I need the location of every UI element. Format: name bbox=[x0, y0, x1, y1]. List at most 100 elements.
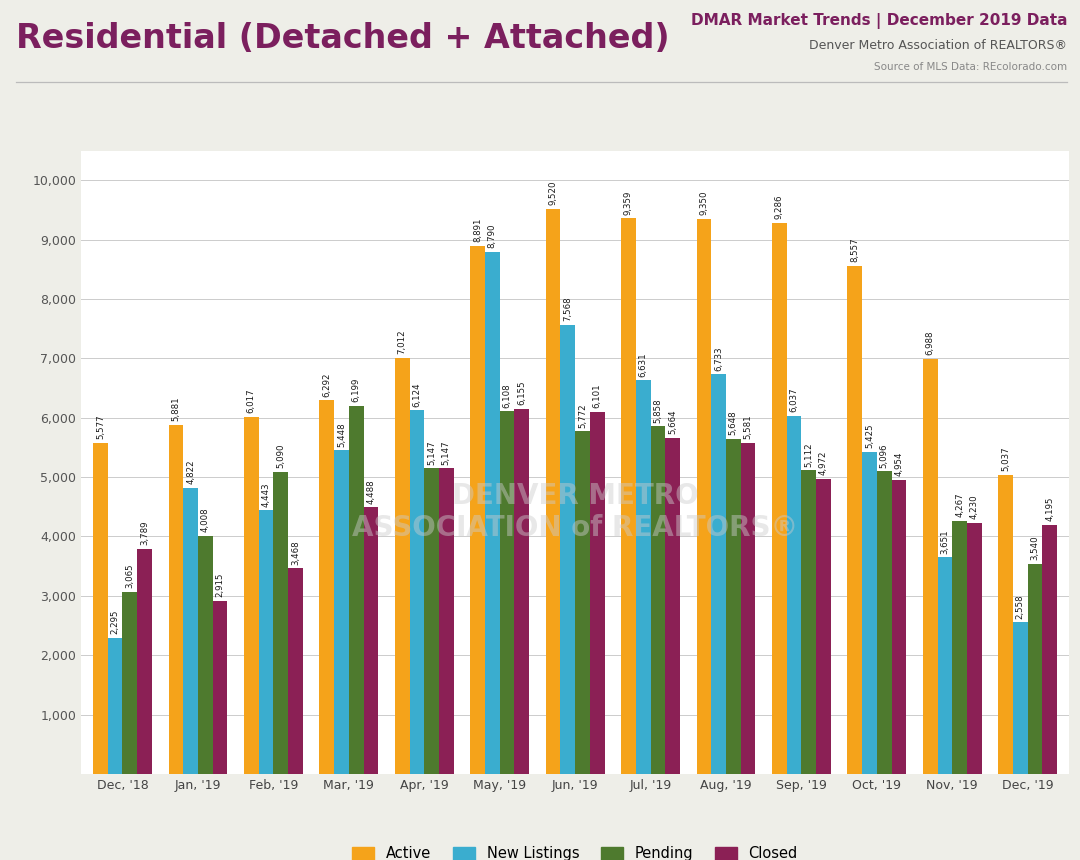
Bar bbox=[877, 471, 892, 774]
Text: 4,008: 4,008 bbox=[201, 507, 210, 532]
Text: 8,891: 8,891 bbox=[473, 218, 482, 243]
Text: 5,881: 5,881 bbox=[172, 396, 180, 421]
Bar bbox=[937, 557, 953, 774]
Bar bbox=[122, 592, 137, 774]
Bar bbox=[137, 549, 152, 774]
Bar bbox=[424, 469, 438, 774]
Bar bbox=[514, 408, 529, 774]
Text: 5,425: 5,425 bbox=[865, 424, 874, 448]
Bar bbox=[93, 443, 108, 774]
Text: 4,488: 4,488 bbox=[366, 479, 376, 504]
Text: 6,108: 6,108 bbox=[502, 383, 512, 408]
Text: 6,155: 6,155 bbox=[517, 380, 526, 405]
Text: 3,065: 3,065 bbox=[125, 564, 134, 588]
Bar bbox=[273, 472, 288, 774]
Text: 9,350: 9,350 bbox=[700, 191, 708, 215]
Text: 5,772: 5,772 bbox=[578, 403, 586, 427]
Bar bbox=[320, 401, 334, 774]
Text: 9,359: 9,359 bbox=[624, 190, 633, 215]
Bar bbox=[1042, 525, 1057, 774]
Text: 5,858: 5,858 bbox=[653, 398, 662, 422]
Text: Residential (Detached + Attached): Residential (Detached + Attached) bbox=[16, 22, 670, 54]
Bar bbox=[575, 431, 590, 774]
Text: 5,090: 5,090 bbox=[276, 444, 285, 468]
Text: 4,443: 4,443 bbox=[261, 482, 270, 507]
Bar bbox=[848, 266, 862, 774]
Text: 5,648: 5,648 bbox=[729, 410, 738, 435]
Bar bbox=[500, 411, 514, 774]
Bar bbox=[998, 475, 1013, 774]
Text: 6,199: 6,199 bbox=[352, 378, 361, 402]
Bar bbox=[244, 417, 258, 774]
Bar bbox=[213, 601, 228, 774]
Bar bbox=[967, 523, 982, 774]
Bar bbox=[772, 223, 786, 774]
Bar bbox=[545, 209, 561, 774]
Bar bbox=[816, 479, 831, 774]
Bar bbox=[636, 380, 650, 774]
Bar bbox=[168, 425, 184, 774]
Text: 7,012: 7,012 bbox=[397, 329, 407, 354]
Bar bbox=[590, 412, 605, 774]
Text: 5,448: 5,448 bbox=[337, 422, 346, 447]
Bar bbox=[108, 638, 122, 774]
Text: 6,631: 6,631 bbox=[638, 352, 648, 377]
Bar bbox=[786, 415, 801, 774]
Bar bbox=[862, 452, 877, 774]
Bar bbox=[198, 536, 213, 774]
Bar bbox=[395, 358, 409, 774]
Bar bbox=[1013, 622, 1028, 774]
Text: 7,568: 7,568 bbox=[564, 297, 572, 321]
Text: 5,037: 5,037 bbox=[1001, 446, 1010, 471]
Legend: Active, New Listings, Pending, Closed: Active, New Listings, Pending, Closed bbox=[347, 840, 804, 860]
Text: 5,112: 5,112 bbox=[805, 442, 813, 467]
Bar bbox=[485, 252, 500, 774]
Text: 4,954: 4,954 bbox=[894, 452, 903, 476]
Bar bbox=[561, 324, 576, 774]
Bar bbox=[349, 406, 364, 774]
Text: 4,230: 4,230 bbox=[970, 494, 978, 519]
Text: 6,037: 6,037 bbox=[789, 387, 798, 412]
Text: 3,540: 3,540 bbox=[1030, 536, 1040, 560]
Bar bbox=[334, 451, 349, 774]
Bar bbox=[650, 427, 665, 774]
Bar bbox=[892, 480, 906, 774]
Text: 6,017: 6,017 bbox=[247, 389, 256, 413]
Bar bbox=[801, 470, 816, 774]
Text: 4,972: 4,972 bbox=[819, 451, 828, 476]
Text: DENVER METRO
ASSOCIATION of REALTORS®: DENVER METRO ASSOCIATION of REALTORS® bbox=[352, 482, 798, 543]
Bar bbox=[258, 510, 273, 774]
Text: 6,988: 6,988 bbox=[926, 331, 934, 355]
Text: Denver Metro Association of REALTORS®: Denver Metro Association of REALTORS® bbox=[809, 39, 1067, 52]
Bar bbox=[712, 374, 726, 774]
Text: 3,651: 3,651 bbox=[941, 529, 949, 554]
Text: 5,096: 5,096 bbox=[880, 444, 889, 468]
Text: 3,789: 3,789 bbox=[140, 521, 149, 545]
Bar bbox=[621, 218, 636, 774]
Text: 3,468: 3,468 bbox=[291, 540, 300, 564]
Bar bbox=[665, 438, 680, 774]
Bar bbox=[288, 568, 302, 774]
Bar bbox=[741, 443, 755, 774]
Text: 6,733: 6,733 bbox=[714, 346, 724, 371]
Bar bbox=[1028, 564, 1042, 774]
Text: 6,101: 6,101 bbox=[593, 384, 602, 408]
Bar bbox=[922, 359, 937, 774]
Text: 4,195: 4,195 bbox=[1045, 497, 1054, 521]
Text: 4,267: 4,267 bbox=[955, 493, 964, 517]
Text: Source of MLS Data: REcolorado.com: Source of MLS Data: REcolorado.com bbox=[874, 62, 1067, 72]
Text: 4,822: 4,822 bbox=[186, 459, 195, 484]
Text: 2,558: 2,558 bbox=[1016, 594, 1025, 618]
Text: 5,577: 5,577 bbox=[96, 415, 105, 439]
Text: 5,147: 5,147 bbox=[427, 440, 436, 464]
Text: DMAR Market Trends | December 2019 Data: DMAR Market Trends | December 2019 Data bbox=[690, 13, 1067, 29]
Text: 9,520: 9,520 bbox=[549, 181, 557, 206]
Bar bbox=[953, 520, 967, 774]
Text: 5,664: 5,664 bbox=[669, 409, 677, 434]
Bar bbox=[438, 469, 454, 774]
Text: 5,147: 5,147 bbox=[442, 440, 450, 464]
Bar bbox=[470, 246, 485, 774]
Text: 2,295: 2,295 bbox=[110, 610, 120, 634]
Text: 6,124: 6,124 bbox=[413, 382, 421, 407]
Text: 8,557: 8,557 bbox=[850, 237, 860, 262]
